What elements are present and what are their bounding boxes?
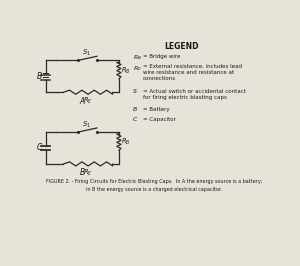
Text: = Actual switch or accidental contact
for firing electric blasting caps: = Actual switch or accidental contact fo… xyxy=(142,89,245,100)
Text: $R_E$: $R_E$ xyxy=(133,64,142,73)
Text: $R_B$: $R_B$ xyxy=(133,53,142,63)
Text: $R_B$: $R_B$ xyxy=(121,65,131,76)
Text: B: B xyxy=(80,168,85,177)
Text: $R_E$: $R_E$ xyxy=(83,96,93,106)
Text: $R_B$: $R_B$ xyxy=(121,137,131,147)
Text: = Bridge wire: = Bridge wire xyxy=(142,53,180,59)
Text: A: A xyxy=(80,97,85,106)
Text: = Capacitor: = Capacitor xyxy=(142,117,176,122)
Text: = Battery: = Battery xyxy=(142,107,169,112)
Text: C: C xyxy=(37,143,42,152)
Text: = External resistance, includes lead
wire resistance and resistance at
connectio: = External resistance, includes lead wir… xyxy=(142,64,242,81)
Text: B: B xyxy=(133,107,137,112)
Text: S: S xyxy=(133,89,137,94)
Text: in B the energy source is a charged electrical capacitor.: in B the energy source is a charged elec… xyxy=(86,187,222,192)
Text: $S_1$: $S_1$ xyxy=(82,48,91,58)
Text: $R_E$: $R_E$ xyxy=(83,168,93,178)
Text: $S_1$: $S_1$ xyxy=(82,120,91,130)
Text: LEGEND: LEGEND xyxy=(164,42,199,51)
Text: FIGURE 2. - Firing Circuits for Electric Blasting Caps.  In A the energy source : FIGURE 2. - Firing Circuits for Electric… xyxy=(46,179,262,184)
Text: C: C xyxy=(133,117,137,122)
Text: B: B xyxy=(37,72,42,81)
